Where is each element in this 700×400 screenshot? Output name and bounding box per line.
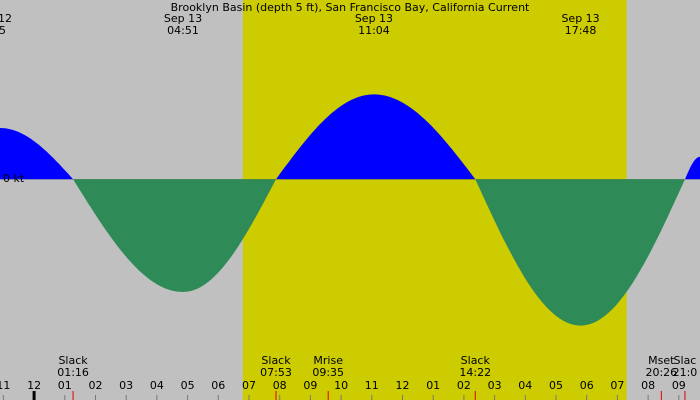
event-name: Slac: [674, 354, 697, 367]
top-date: Sep 13: [355, 12, 393, 25]
top-date: 12: [0, 12, 12, 25]
chart-title: Brooklyn Basin (depth 5 ft), San Francis…: [171, 1, 530, 14]
x-tick-label: 07: [610, 379, 624, 392]
x-tick-label: 03: [488, 379, 502, 392]
event-time: 14:22: [459, 366, 491, 379]
event-time: 01:16: [57, 366, 89, 379]
event-time: 21:0: [673, 366, 698, 379]
flood-area: [276, 94, 476, 180]
ebb-area: [475, 179, 685, 326]
x-tick-label: 11: [0, 379, 10, 392]
event-name: Slack: [261, 354, 291, 367]
top-time: 11:04: [358, 24, 390, 37]
x-tick-label: 04: [150, 379, 164, 392]
event-name: Mrise: [313, 354, 343, 367]
top-time: 04:51: [167, 24, 199, 37]
x-tick-label: 12: [396, 379, 410, 392]
x-tick-label: 10: [334, 379, 348, 392]
event-time: 07:53: [260, 366, 292, 379]
x-tick-label: 12: [27, 379, 41, 392]
x-tick-label: 04: [518, 379, 532, 392]
x-tick-label: 01: [58, 379, 72, 392]
flood-area: [684, 156, 700, 180]
x-tick-label: 07: [242, 379, 256, 392]
x-tick-label: 11: [365, 379, 379, 392]
x-tick-label: 02: [457, 379, 471, 392]
top-date: Sep 13: [164, 12, 202, 25]
flood-area: [0, 128, 74, 180]
event-time: 20:26: [645, 366, 677, 379]
top-time: 5: [0, 24, 6, 37]
x-tick-label: 08: [273, 379, 287, 392]
x-tick-label: 03: [119, 379, 133, 392]
x-tick-label: 09: [672, 379, 686, 392]
top-date: Sep 13: [561, 12, 599, 25]
top-time: 17:48: [565, 24, 597, 37]
y-axis-label: 0 kt: [3, 172, 25, 185]
x-tick-label: 06: [211, 379, 225, 392]
x-tick-label: 09: [303, 379, 317, 392]
event-name: Mset: [648, 354, 675, 367]
x-tick-label: 06: [580, 379, 594, 392]
event-time: 09:35: [312, 366, 344, 379]
x-tick-label: 01: [426, 379, 440, 392]
x-tick-label: 02: [88, 379, 102, 392]
x-tick-label: 05: [549, 379, 563, 392]
x-tick-label: 08: [641, 379, 655, 392]
event-name: Slack: [461, 354, 491, 367]
event-name: Slack: [58, 354, 88, 367]
x-tick-label: 05: [181, 379, 195, 392]
ebb-area: [73, 179, 277, 292]
